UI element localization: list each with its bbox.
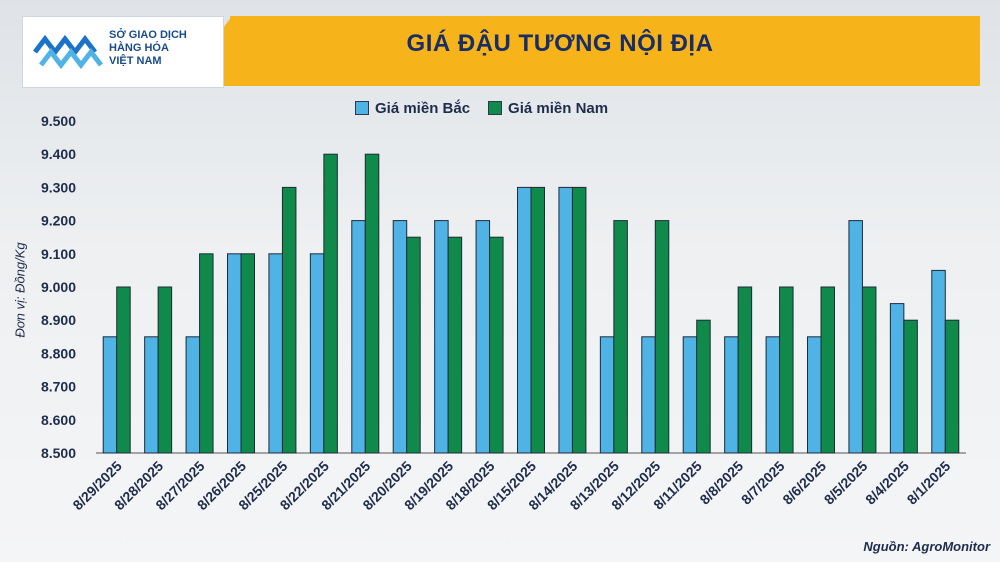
y-tick-label: 9.300 xyxy=(41,179,76,195)
bar-north xyxy=(889,303,905,454)
x-tick-label: 8/8/2025 xyxy=(696,458,746,508)
bar-south xyxy=(944,319,960,454)
bar-south xyxy=(613,220,628,454)
y-tick-label: 8.800 xyxy=(41,345,76,361)
legend-label-north: Giá miền Bắc xyxy=(375,99,471,117)
y-tick-label: 9.400 xyxy=(41,146,76,162)
y-tick-label: 9.200 xyxy=(41,213,76,229)
logo-text: SỞ GIAO DỊCH HÀNG HÓA VIỆT NAM xyxy=(109,29,219,68)
bar-south xyxy=(779,286,794,454)
y-tick-label: 9.100 xyxy=(41,246,76,262)
legend-swatch-south xyxy=(488,101,503,115)
logo-mark-icon xyxy=(33,34,103,70)
bar-north xyxy=(765,336,781,454)
header-banner xyxy=(230,16,980,86)
x-tick-label: 8/5/2025 xyxy=(821,458,871,508)
bar-south xyxy=(489,236,504,454)
legend-item-north: Giá miền Bắc xyxy=(355,100,470,117)
bar-south xyxy=(861,286,877,454)
bar-south xyxy=(737,286,753,454)
y-tick-label: 8.500 xyxy=(41,445,76,461)
y-tick-label: 8.900 xyxy=(41,312,76,328)
bar-north xyxy=(599,336,615,454)
bar-north xyxy=(807,336,822,454)
legend-swatch-north xyxy=(355,101,369,115)
bar-north xyxy=(185,336,201,454)
bar-south xyxy=(157,286,173,454)
x-tick-label: 8/4/2025 xyxy=(862,458,912,508)
x-tick-label: 8/6/2025 xyxy=(779,458,829,508)
bar-north xyxy=(434,220,449,454)
bar-south xyxy=(820,286,835,454)
bar-south xyxy=(116,286,131,454)
bar-north xyxy=(641,336,656,454)
bar-north xyxy=(102,336,118,454)
bar-north xyxy=(682,336,698,454)
logo-text-line2: HÀNG HÓA xyxy=(109,42,169,54)
bar-south xyxy=(364,153,380,454)
x-tick-label: 8/7/2025 xyxy=(738,458,788,508)
bar-north xyxy=(724,336,739,454)
bar-north xyxy=(227,253,242,454)
bar-north xyxy=(392,220,408,454)
bar-south xyxy=(281,186,297,454)
legend: Giá miền Bắc Giá miền Nam xyxy=(355,98,626,118)
bar-south xyxy=(530,186,545,454)
bar-south xyxy=(199,253,214,454)
bar-north xyxy=(475,220,491,454)
logo-text-line3: VIỆT NAM xyxy=(109,55,162,67)
y-tick-label: 8.600 xyxy=(41,412,76,428)
logo-text-line1: SỞ GIAO DỊCH xyxy=(109,29,187,41)
bar-north xyxy=(517,186,532,454)
bar-south xyxy=(696,319,711,454)
y-tick-label: 9.500 xyxy=(41,113,76,129)
bar-north xyxy=(558,186,573,454)
bar-north xyxy=(144,336,159,454)
bar-south xyxy=(903,319,918,454)
y-tick-label: 9.000 xyxy=(41,279,76,295)
bar-south xyxy=(323,153,338,454)
legend-label-south: Giá miền Nam xyxy=(508,99,609,117)
bar-south xyxy=(240,253,255,454)
bar-south xyxy=(654,220,670,454)
bar-north xyxy=(931,269,946,454)
source-note: Nguồn: AgroMonitor xyxy=(863,539,990,554)
y-tick-label: 8.700 xyxy=(41,379,76,395)
legend-item-south: Giá miền Nam xyxy=(488,100,608,117)
bar-north xyxy=(268,253,283,454)
bar-north xyxy=(309,253,325,454)
bar-south xyxy=(571,186,587,454)
chart-title: GIÁ ĐẬU TƯƠNG NỘI ĐỊA xyxy=(406,30,714,57)
bar-north xyxy=(848,220,863,454)
bar-south xyxy=(406,236,421,454)
logo: SỞ GIAO DỊCH HÀNG HÓA VIỆT NAM xyxy=(22,16,224,88)
bar-south xyxy=(447,236,463,454)
x-tick-label: 8/1/2025 xyxy=(904,458,954,508)
bar-north xyxy=(351,220,366,454)
